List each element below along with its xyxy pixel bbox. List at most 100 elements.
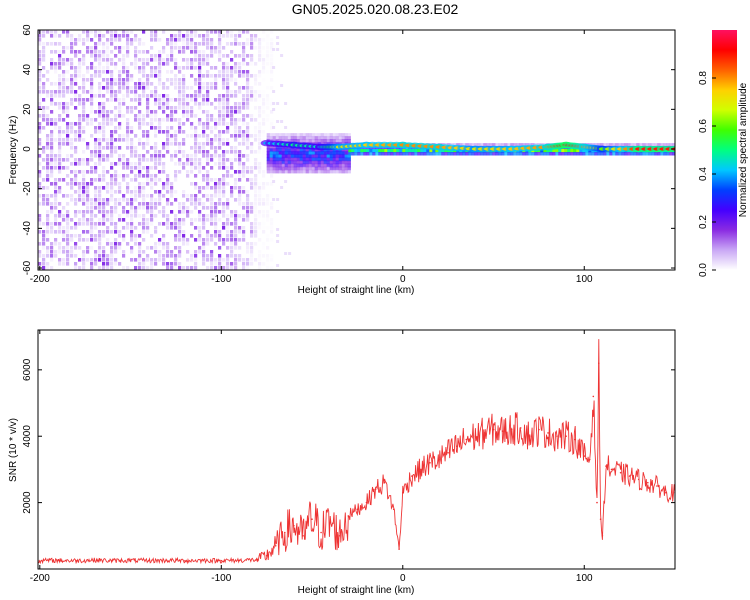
heatmap-cell bbox=[178, 86, 182, 90]
heatmap-cell bbox=[42, 66, 46, 70]
heatmap-cell bbox=[102, 198, 106, 202]
heatmap-cell bbox=[154, 214, 158, 218]
heatmap-cell bbox=[38, 222, 42, 226]
heatmap-cell bbox=[82, 202, 86, 206]
heatmap-cell bbox=[58, 158, 62, 162]
heatmap-cell bbox=[110, 162, 114, 166]
y-tick-label: 6000 bbox=[22, 358, 33, 381]
heatmap-cell bbox=[474, 143, 478, 147]
heatmap-cell bbox=[98, 102, 102, 106]
heatmap-cell bbox=[311, 166, 315, 171]
heatmap-cell bbox=[70, 142, 74, 146]
heatmap-cell bbox=[270, 42, 274, 46]
heatmap-cell bbox=[573, 149, 577, 153]
heatmap-cell bbox=[82, 54, 86, 58]
heatmap-cell bbox=[210, 266, 214, 270]
heatmap-cell bbox=[134, 58, 138, 62]
snr-point bbox=[265, 554, 268, 557]
heatmap-cell bbox=[238, 42, 242, 46]
heatmap-cell bbox=[126, 50, 130, 54]
snr-point bbox=[383, 481, 386, 484]
heatmap-cell bbox=[230, 118, 234, 122]
heatmap-cell bbox=[636, 143, 640, 147]
heatmap-cell bbox=[114, 198, 118, 202]
heatmap-cell bbox=[262, 210, 266, 214]
heatmap-cell bbox=[432, 149, 436, 153]
heatmap-cell bbox=[54, 238, 58, 242]
heatmap-cell bbox=[74, 198, 78, 202]
heatmap-cell bbox=[122, 62, 126, 66]
heatmap-cell bbox=[266, 94, 270, 98]
heatmap-cell bbox=[78, 50, 82, 54]
heatmap-cell bbox=[114, 206, 118, 210]
heatmap-cell bbox=[384, 152, 388, 156]
heatmap-cell bbox=[238, 214, 242, 218]
heatmap-cell bbox=[178, 210, 182, 214]
heatmap-cell bbox=[287, 169, 291, 174]
heatmap-cell bbox=[290, 133, 294, 137]
heatmap-cell bbox=[134, 66, 138, 70]
heatmap-cell bbox=[110, 258, 114, 262]
heatmap-cell bbox=[186, 206, 190, 210]
heatmap-cell bbox=[663, 143, 667, 147]
heatmap-cell bbox=[166, 78, 170, 82]
heatmap-cell bbox=[281, 151, 285, 155]
heatmap-cell bbox=[74, 222, 78, 226]
heatmap-cell bbox=[206, 238, 210, 242]
heatmap-cell bbox=[222, 186, 226, 190]
heatmap-cell bbox=[234, 234, 238, 238]
heatmap-cell bbox=[218, 146, 222, 150]
heatmap-cell bbox=[130, 214, 134, 218]
heatmap-cell bbox=[98, 266, 102, 270]
heatmap-cell bbox=[234, 42, 238, 46]
heatmap-cell bbox=[230, 190, 234, 194]
heatmap-cell bbox=[166, 58, 170, 62]
heatmap-cell bbox=[50, 134, 54, 138]
heatmap-cell bbox=[118, 126, 122, 130]
heatmap-cell bbox=[166, 202, 170, 206]
heatmap-cell bbox=[182, 138, 186, 142]
heatmap-cell bbox=[82, 118, 86, 122]
heatmap-cell bbox=[272, 198, 276, 201]
heatmap-cell bbox=[226, 66, 230, 70]
heatmap-cell bbox=[110, 182, 114, 186]
heatmap-cell bbox=[82, 230, 86, 234]
heatmap-cell bbox=[242, 190, 246, 194]
heatmap-cell bbox=[178, 82, 182, 86]
heatmap-cell bbox=[516, 143, 520, 147]
heatmap-cell bbox=[118, 174, 122, 178]
heatmap-cell bbox=[218, 142, 222, 146]
heatmap-cell bbox=[158, 254, 162, 258]
heatmap-cell bbox=[230, 166, 234, 170]
heatmap-cell bbox=[130, 154, 134, 158]
heatmap-cell bbox=[158, 258, 162, 262]
heatmap-cell bbox=[102, 94, 106, 98]
heatmap-cell bbox=[198, 250, 202, 254]
heatmap-cell bbox=[90, 198, 94, 202]
heatmap-cell bbox=[98, 66, 102, 70]
heatmap-cell bbox=[94, 190, 98, 194]
heatmap-cell bbox=[58, 242, 62, 246]
heatmap-cell bbox=[46, 90, 50, 94]
heatmap-cell bbox=[146, 122, 150, 126]
heatmap-cell bbox=[262, 218, 266, 222]
heatmap-cell bbox=[258, 150, 262, 154]
heatmap-cell bbox=[230, 254, 234, 258]
heatmap-cell bbox=[444, 149, 448, 153]
heatmap-cell bbox=[98, 242, 102, 246]
heatmap-cell bbox=[311, 139, 315, 143]
heatmap-cell bbox=[98, 154, 102, 158]
heatmap-cell bbox=[186, 154, 190, 158]
heatmap-cell bbox=[308, 151, 312, 155]
heatmap-cell bbox=[254, 214, 258, 218]
heatmap-cell bbox=[357, 149, 361, 153]
heatmap-cell bbox=[166, 186, 170, 190]
heatmap-cell bbox=[266, 42, 270, 46]
heatmap-cell bbox=[74, 182, 78, 186]
heatmap-cell bbox=[126, 126, 130, 130]
heatmap-cell bbox=[226, 254, 230, 258]
heatmap-cell bbox=[317, 133, 321, 137]
heatmap-cell bbox=[226, 106, 230, 110]
heatmap-cell bbox=[70, 234, 74, 238]
heatmap-cell bbox=[142, 146, 146, 150]
